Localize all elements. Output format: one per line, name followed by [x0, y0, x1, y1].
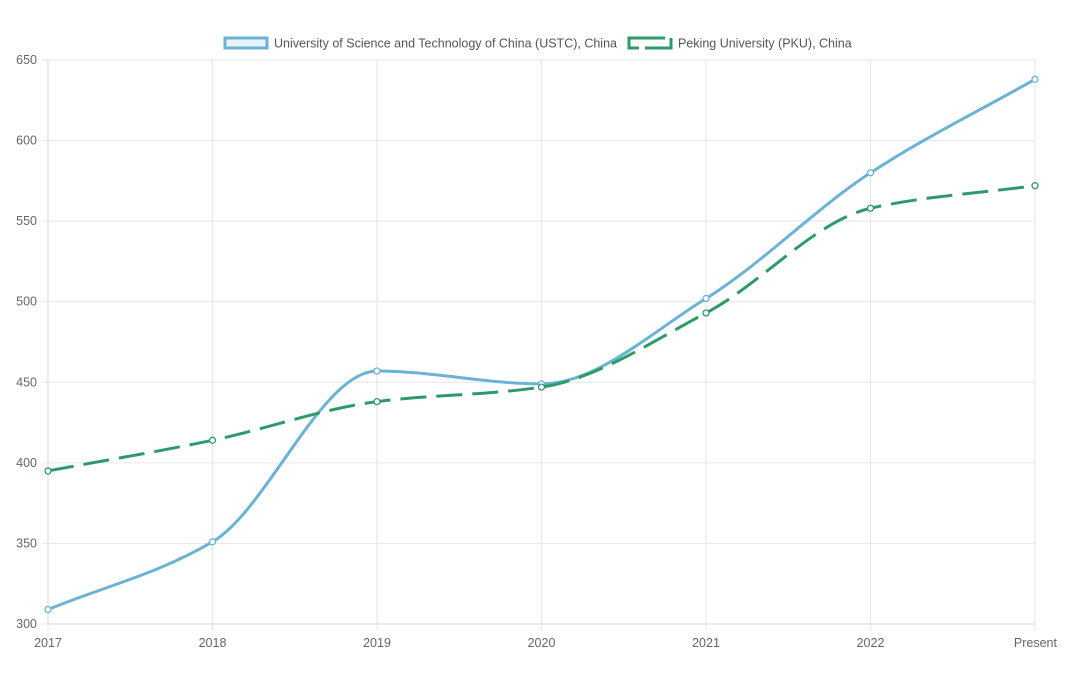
data-point[interactable] [44, 605, 52, 614]
data-point[interactable] [702, 294, 710, 303]
legend-item-ustc[interactable]: University of Science and Technology of … [223, 36, 617, 51]
data-point[interactable] [208, 538, 217, 546]
data-point[interactable] [702, 309, 710, 317]
x-tick-label: 2017 [34, 636, 62, 650]
y-tick-label: 400 [16, 456, 37, 470]
legend-swatch [223, 36, 269, 50]
axes: 300 350 400 450 500 550 600 650 2017 2018 2019 2020… [16, 53, 1057, 650]
data-point[interactable] [866, 204, 875, 212]
data-point[interactable] [373, 367, 381, 375]
y-tick-label: 600 [16, 134, 37, 148]
data-point[interactable] [1031, 182, 1039, 190]
y-tick-label: 500 [16, 295, 37, 309]
x-tick-label: 2021 [692, 636, 720, 650]
legend-item-pku[interactable]: Peking University (PKU), China [627, 36, 852, 51]
grid-lines [42, 59, 1036, 630]
data-points [44, 75, 1039, 614]
y-tick-label: 300 [16, 617, 37, 631]
legend-label: Peking University (PKU), China [678, 37, 852, 51]
data-point[interactable] [208, 436, 217, 444]
y-tick-label: 450 [16, 375, 37, 389]
legend-label: University of Science and Technology of … [274, 37, 617, 51]
x-tick-label: 2019 [363, 636, 391, 650]
legend[interactable]: University of Science and Technology of … [223, 36, 852, 51]
y-tick-label: 650 [16, 53, 37, 67]
x-tick-label: 2022 [857, 636, 885, 650]
data-point[interactable] [866, 169, 875, 177]
x-tick-label: Present [1014, 636, 1058, 650]
y-tick-label: 550 [16, 214, 37, 228]
data-point[interactable] [44, 467, 52, 475]
y-tick-label: 350 [16, 536, 37, 550]
data-point[interactable] [373, 397, 381, 406]
legend-swatch [627, 36, 673, 50]
x-tick-label: 2018 [199, 636, 227, 650]
data-point[interactable] [1031, 75, 1039, 83]
data-point[interactable] [537, 383, 546, 391]
x-tick-label: 2020 [528, 636, 556, 650]
